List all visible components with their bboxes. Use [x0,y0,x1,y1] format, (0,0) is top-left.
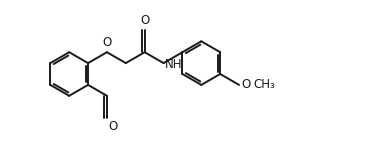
Text: O: O [140,15,149,27]
Text: O: O [102,36,112,49]
Text: O: O [108,120,117,133]
Text: CH₃: CH₃ [253,78,275,91]
Text: NH: NH [165,58,182,71]
Text: O: O [241,78,250,91]
